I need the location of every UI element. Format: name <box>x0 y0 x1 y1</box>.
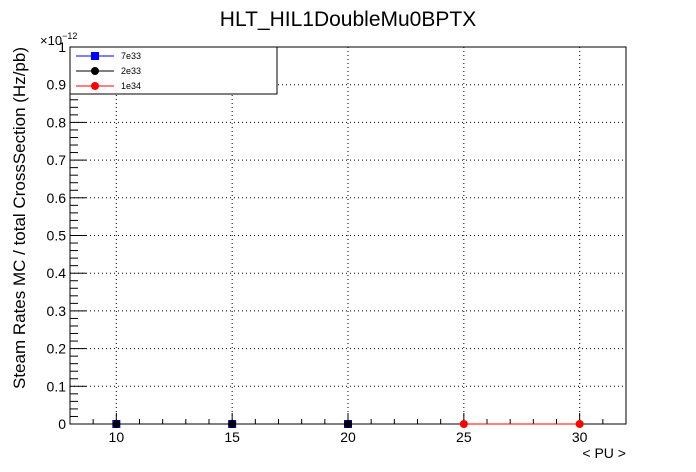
x-axis-label: < PU > <box>582 445 626 461</box>
data-point-2e33 <box>228 420 237 428</box>
axis-ticks: 10 15 20 25 30 0 0.1 0.2 0.3 0.4 0.5 0.6 0.7 0.8 0.9 1 <box>47 39 627 445</box>
legend-marker-2e33 <box>91 67 99 75</box>
y-exponent-power: −12 <box>62 31 77 41</box>
x-tick-label: 25 <box>456 429 472 445</box>
y-tick-label: 0 <box>58 416 66 432</box>
data-point-2e33 <box>344 420 352 428</box>
y-exponent-label: ×10−12 <box>40 31 77 48</box>
data-point-2e33 <box>112 420 121 428</box>
data-point-1e34 <box>575 420 584 428</box>
x-tick-label: 20 <box>340 429 356 445</box>
y-tick-label: 0.6 <box>47 190 67 206</box>
legend-marker-7e33 <box>91 52 99 60</box>
x-tick-label: 15 <box>224 429 240 445</box>
x-tick-label: 30 <box>572 429 588 445</box>
y-tick-label: 0.8 <box>47 114 67 130</box>
y-tick-label: 0.7 <box>47 152 67 168</box>
y-tick-label: 0.4 <box>47 265 67 281</box>
y-exponent-base: ×10 <box>40 33 62 48</box>
legend: 7e33 2e33 1e34 <box>69 46 278 95</box>
data-point-1e34 <box>459 420 468 428</box>
y-axis-label: Steam Rates MC / total CrossSection (Hz/… <box>10 47 29 389</box>
legend-marker-1e34 <box>91 82 99 90</box>
y-tick-label: 0.5 <box>47 228 67 244</box>
x-tick-label: 10 <box>109 429 125 445</box>
legend-label-7e33: 7e33 <box>121 51 141 61</box>
chart-title: HLT_HIL1DoubleMu0BPTX <box>220 8 476 31</box>
data-series <box>112 420 584 428</box>
y-tick-label: 0.2 <box>47 341 67 357</box>
grid <box>70 47 626 424</box>
legend-label-2e33: 2e33 <box>121 66 141 76</box>
legend-label-1e34: 1e34 <box>121 81 141 91</box>
y-tick-label: 1 <box>58 39 66 55</box>
y-tick-label: 0.3 <box>47 303 67 319</box>
y-tick-label: 0.9 <box>47 77 67 93</box>
y-tick-label: 0.1 <box>47 378 67 394</box>
